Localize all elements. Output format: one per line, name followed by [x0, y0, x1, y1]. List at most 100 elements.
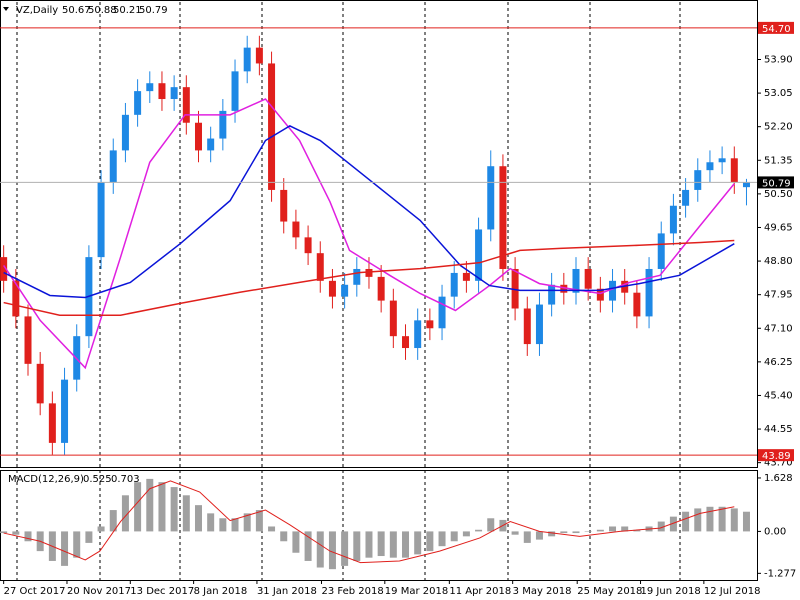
candle-body: [36, 363, 44, 404]
candle-body: [633, 292, 641, 317]
macd-bar: [609, 526, 617, 532]
macd-bar: [268, 526, 276, 532]
macd-bar: [548, 531, 556, 537]
price-tag: [758, 21, 794, 34]
open-value: 50.67: [62, 5, 91, 16]
candle-body: [475, 229, 483, 281]
macd-bar: [742, 511, 750, 532]
candle-body: [12, 280, 20, 317]
candle-body: [438, 296, 446, 329]
candle-body: [194, 122, 202, 151]
candle-body: [292, 221, 300, 238]
macd-bar: [61, 531, 69, 566]
y-tick-label: 48.80: [764, 256, 793, 267]
candle-body: [450, 272, 458, 297]
macd-frame: [0, 470, 758, 581]
moving-average: [3, 125, 735, 299]
signal-value: 0.703: [111, 474, 140, 485]
candle-body: [694, 170, 702, 190]
y-tick-label: 51.35: [764, 155, 793, 166]
y-tick-label: 45.40: [764, 390, 793, 401]
macd-bar: [694, 508, 702, 532]
candle-body: [48, 403, 56, 443]
macd-bar: [73, 531, 81, 558]
macd-bar: [194, 505, 202, 532]
x-tick-label: 31 Jan 2018: [257, 586, 317, 597]
candle-body: [377, 276, 385, 301]
candle-body: [219, 110, 227, 139]
candle-body: [402, 336, 410, 349]
last-price-label: 50.79: [762, 178, 791, 189]
macd-bar: [292, 531, 300, 553]
macd-bar: [377, 531, 385, 557]
candle-body: [548, 284, 556, 305]
macd-bar: [182, 495, 190, 532]
macd-bar: [572, 531, 580, 534]
macd-bar: [584, 531, 592, 532]
macd-bar: [535, 531, 543, 540]
macd-bar: [146, 478, 154, 532]
macd-bar: [134, 482, 142, 532]
moving-average: [3, 98, 735, 370]
macd-bar: [365, 531, 373, 558]
x-tick-label: 13 Dec 2017: [130, 586, 194, 597]
macd-bar: [560, 531, 568, 534]
price-tag-label: 43.89: [762, 451, 791, 462]
macd-bar: [328, 531, 336, 570]
candle-body: [742, 182, 750, 188]
candle-body: [353, 268, 361, 285]
last-price-tag: [758, 176, 794, 189]
candle-body: [535, 304, 543, 345]
macd-bar: [402, 531, 410, 558]
candle-body: [255, 47, 263, 64]
candle-body: [414, 320, 422, 349]
y-tick-label: -1.277: [764, 568, 796, 579]
macd-bar: [280, 531, 288, 542]
candle-body: [0, 257, 8, 281]
candle-body: [170, 87, 178, 100]
candle-body: [560, 284, 568, 293]
x-tick-label: 11 Apr 2018: [449, 586, 511, 597]
macd-bar: [158, 482, 166, 532]
macd-bar: [633, 529, 641, 532]
macd-bar: [0, 531, 8, 534]
y-tick-label: 53.90: [764, 54, 793, 65]
macd-bar: [353, 531, 361, 561]
y-tick-label: 44.55: [764, 424, 793, 435]
y-tick-label: 46.25: [764, 357, 793, 368]
candle-body: [316, 253, 324, 281]
candle-body: [572, 268, 580, 293]
candle-body: [426, 320, 434, 329]
signal-line: [3, 480, 735, 564]
x-tick-label: 8 Jan 2018: [194, 586, 248, 597]
macd-bar: [657, 521, 665, 532]
macd-bar: [621, 526, 629, 532]
price-tag: [758, 449, 794, 462]
macd-bar: [85, 531, 93, 543]
candle-body: [231, 71, 239, 111]
x-tick-label: 3 May 2018: [513, 586, 572, 597]
macd-bar: [219, 518, 227, 532]
candle-body: [596, 288, 604, 301]
candle-body: [523, 308, 531, 345]
macd-bar: [718, 506, 726, 532]
macd-bar: [243, 513, 251, 532]
candle-body: [268, 63, 276, 190]
macd-bar: [12, 531, 20, 535]
candle-body: [341, 284, 349, 297]
macd-bar: [255, 510, 263, 532]
y-tick-label: 0.00: [764, 526, 786, 537]
macd-bar: [121, 495, 129, 532]
macd-bar: [231, 518, 239, 532]
macd-bar: [304, 531, 312, 561]
x-tick-label: 25 May 2018: [577, 586, 642, 597]
candle-body: [645, 268, 653, 317]
candle-body: [682, 189, 690, 206]
macd-bar: [316, 531, 324, 568]
candle-body: [718, 158, 726, 163]
y-tick-label: 49.65: [764, 222, 793, 233]
macd-bar: [97, 526, 105, 532]
macd-bar: [511, 531, 519, 535]
x-tick-label: 23 Feb 2018: [321, 586, 383, 597]
